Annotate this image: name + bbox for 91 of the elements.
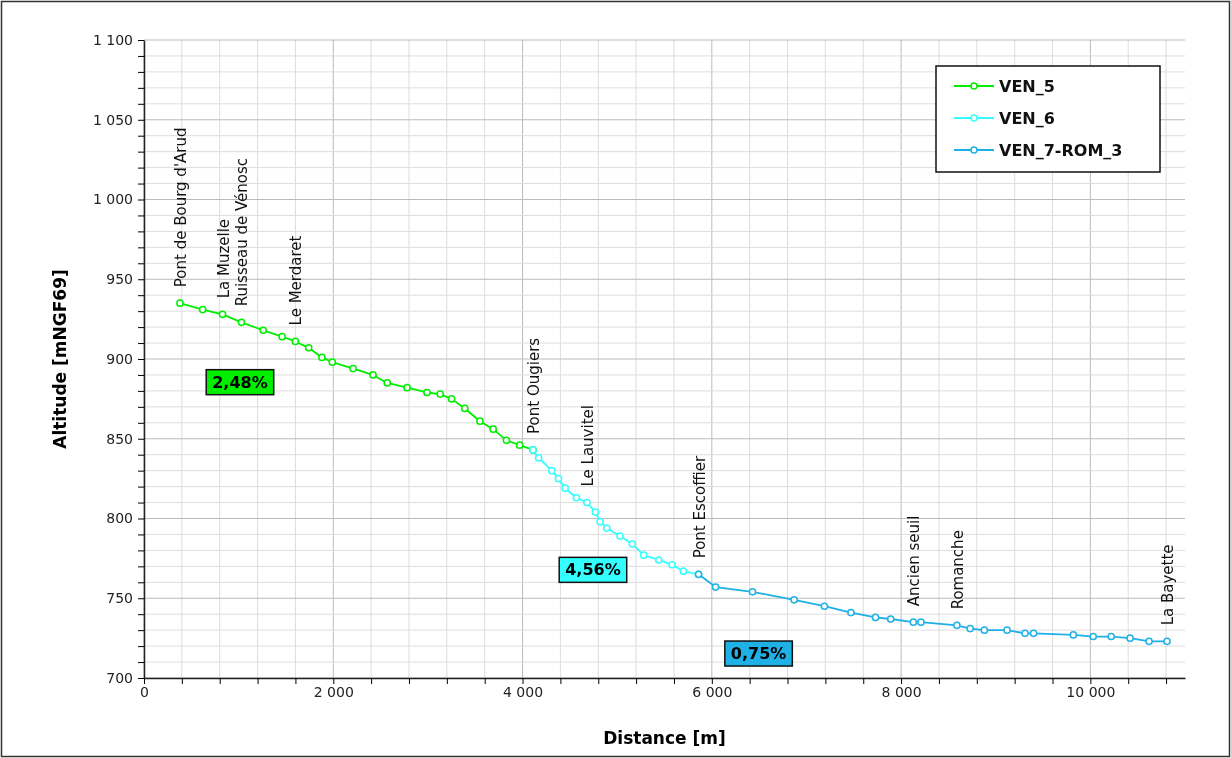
legend-label: VEN_7-ROM_3 — [999, 141, 1123, 160]
point — [349, 364, 357, 373]
x-tick-label: 4 000 — [503, 683, 544, 700]
annotation: Le Merdaret — [287, 235, 306, 326]
annotation: La Bayette — [1159, 544, 1178, 626]
point — [436, 390, 445, 398]
point — [572, 493, 581, 502]
point — [820, 602, 829, 611]
annotation: Pont Ougiers — [524, 337, 543, 434]
point — [628, 540, 637, 548]
y-tick-label: 950 — [106, 271, 133, 288]
y-tick-label: 750 — [106, 590, 133, 607]
annotation: Ruisseau de Vénosc — [233, 157, 252, 307]
point — [980, 626, 989, 634]
point — [596, 517, 604, 526]
point — [460, 404, 469, 413]
x-tick-label: 8 000 — [881, 683, 922, 700]
point — [291, 337, 300, 346]
point — [383, 379, 392, 387]
point — [668, 560, 676, 569]
annotation: Romanche — [948, 530, 967, 610]
point — [1003, 626, 1011, 634]
point — [198, 305, 207, 314]
point — [591, 508, 600, 516]
point — [871, 613, 880, 622]
point — [423, 388, 431, 397]
annotation: 0,75% — [730, 644, 787, 664]
y-tick-label: 1 050 — [92, 111, 133, 128]
point — [554, 474, 563, 483]
annotation: 2,48% — [212, 372, 268, 392]
y-tick-label: 850 — [106, 430, 133, 447]
point — [616, 532, 624, 540]
point — [1163, 637, 1171, 646]
point — [1126, 634, 1134, 642]
annotation: La Muzelle — [214, 218, 233, 299]
point — [489, 425, 498, 434]
point — [403, 383, 411, 392]
point — [447, 395, 456, 403]
legend-label: VEN_5 — [999, 77, 1055, 96]
point — [953, 621, 961, 630]
point — [259, 326, 268, 335]
y-axis-title: Altitude [mNGF69] — [50, 269, 70, 449]
x-tick-label: 2 000 — [313, 683, 354, 700]
point — [790, 596, 798, 604]
point — [548, 466, 556, 475]
annotation: Pont de Bourg d'Arud — [171, 127, 190, 288]
point — [847, 608, 855, 617]
annotation: Ancien seuil — [905, 515, 924, 607]
y-tick-label: 800 — [106, 510, 133, 527]
point — [1069, 631, 1078, 639]
point — [476, 417, 484, 426]
point — [748, 588, 757, 596]
point — [318, 353, 326, 362]
point — [1089, 632, 1098, 641]
y-tick-label: 1 000 — [92, 191, 133, 208]
x-tick-label: 6 000 — [692, 683, 733, 700]
point — [1107, 632, 1116, 641]
point — [502, 436, 511, 445]
y-tick-label: 1 100 — [92, 31, 133, 48]
point — [218, 310, 227, 319]
x-axis-title: Distance [m] — [603, 728, 726, 748]
point — [561, 484, 569, 493]
point — [534, 454, 543, 462]
point — [639, 551, 648, 560]
point — [909, 618, 918, 627]
point — [711, 583, 720, 591]
point — [328, 358, 337, 367]
annotation: 4,56% — [565, 560, 621, 580]
point — [278, 332, 287, 341]
annotation: Pont Escoffier — [690, 455, 709, 559]
point — [679, 567, 688, 575]
point — [966, 624, 975, 633]
point — [515, 441, 524, 449]
x-tick-label: 0 — [140, 683, 149, 700]
point — [304, 344, 313, 352]
point — [886, 615, 895, 623]
point — [1145, 637, 1153, 646]
point — [602, 524, 611, 532]
point — [1029, 629, 1038, 638]
point — [654, 556, 663, 564]
x-tick-label: 10 000 — [1066, 683, 1116, 700]
point — [369, 371, 377, 379]
y-tick-label: 700 — [106, 669, 133, 686]
point — [1021, 629, 1029, 638]
point — [237, 318, 246, 327]
point — [176, 299, 184, 308]
y-tick-label: 900 — [106, 350, 133, 367]
point — [583, 498, 591, 507]
annotation: Le Lauvitel — [578, 405, 597, 487]
legend-label: VEN_6 — [999, 109, 1055, 128]
point — [917, 618, 925, 627]
